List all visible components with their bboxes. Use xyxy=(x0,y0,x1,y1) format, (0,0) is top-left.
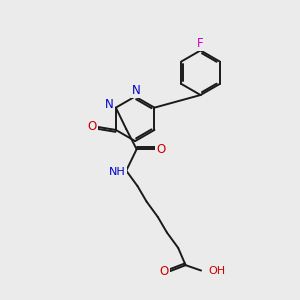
Text: N: N xyxy=(105,98,114,111)
Text: O: O xyxy=(87,121,97,134)
Text: N: N xyxy=(132,84,141,97)
Text: NH: NH xyxy=(109,167,126,177)
Text: OH: OH xyxy=(208,266,226,275)
Text: O: O xyxy=(156,143,166,156)
Text: F: F xyxy=(197,38,204,50)
Text: O: O xyxy=(160,265,169,278)
